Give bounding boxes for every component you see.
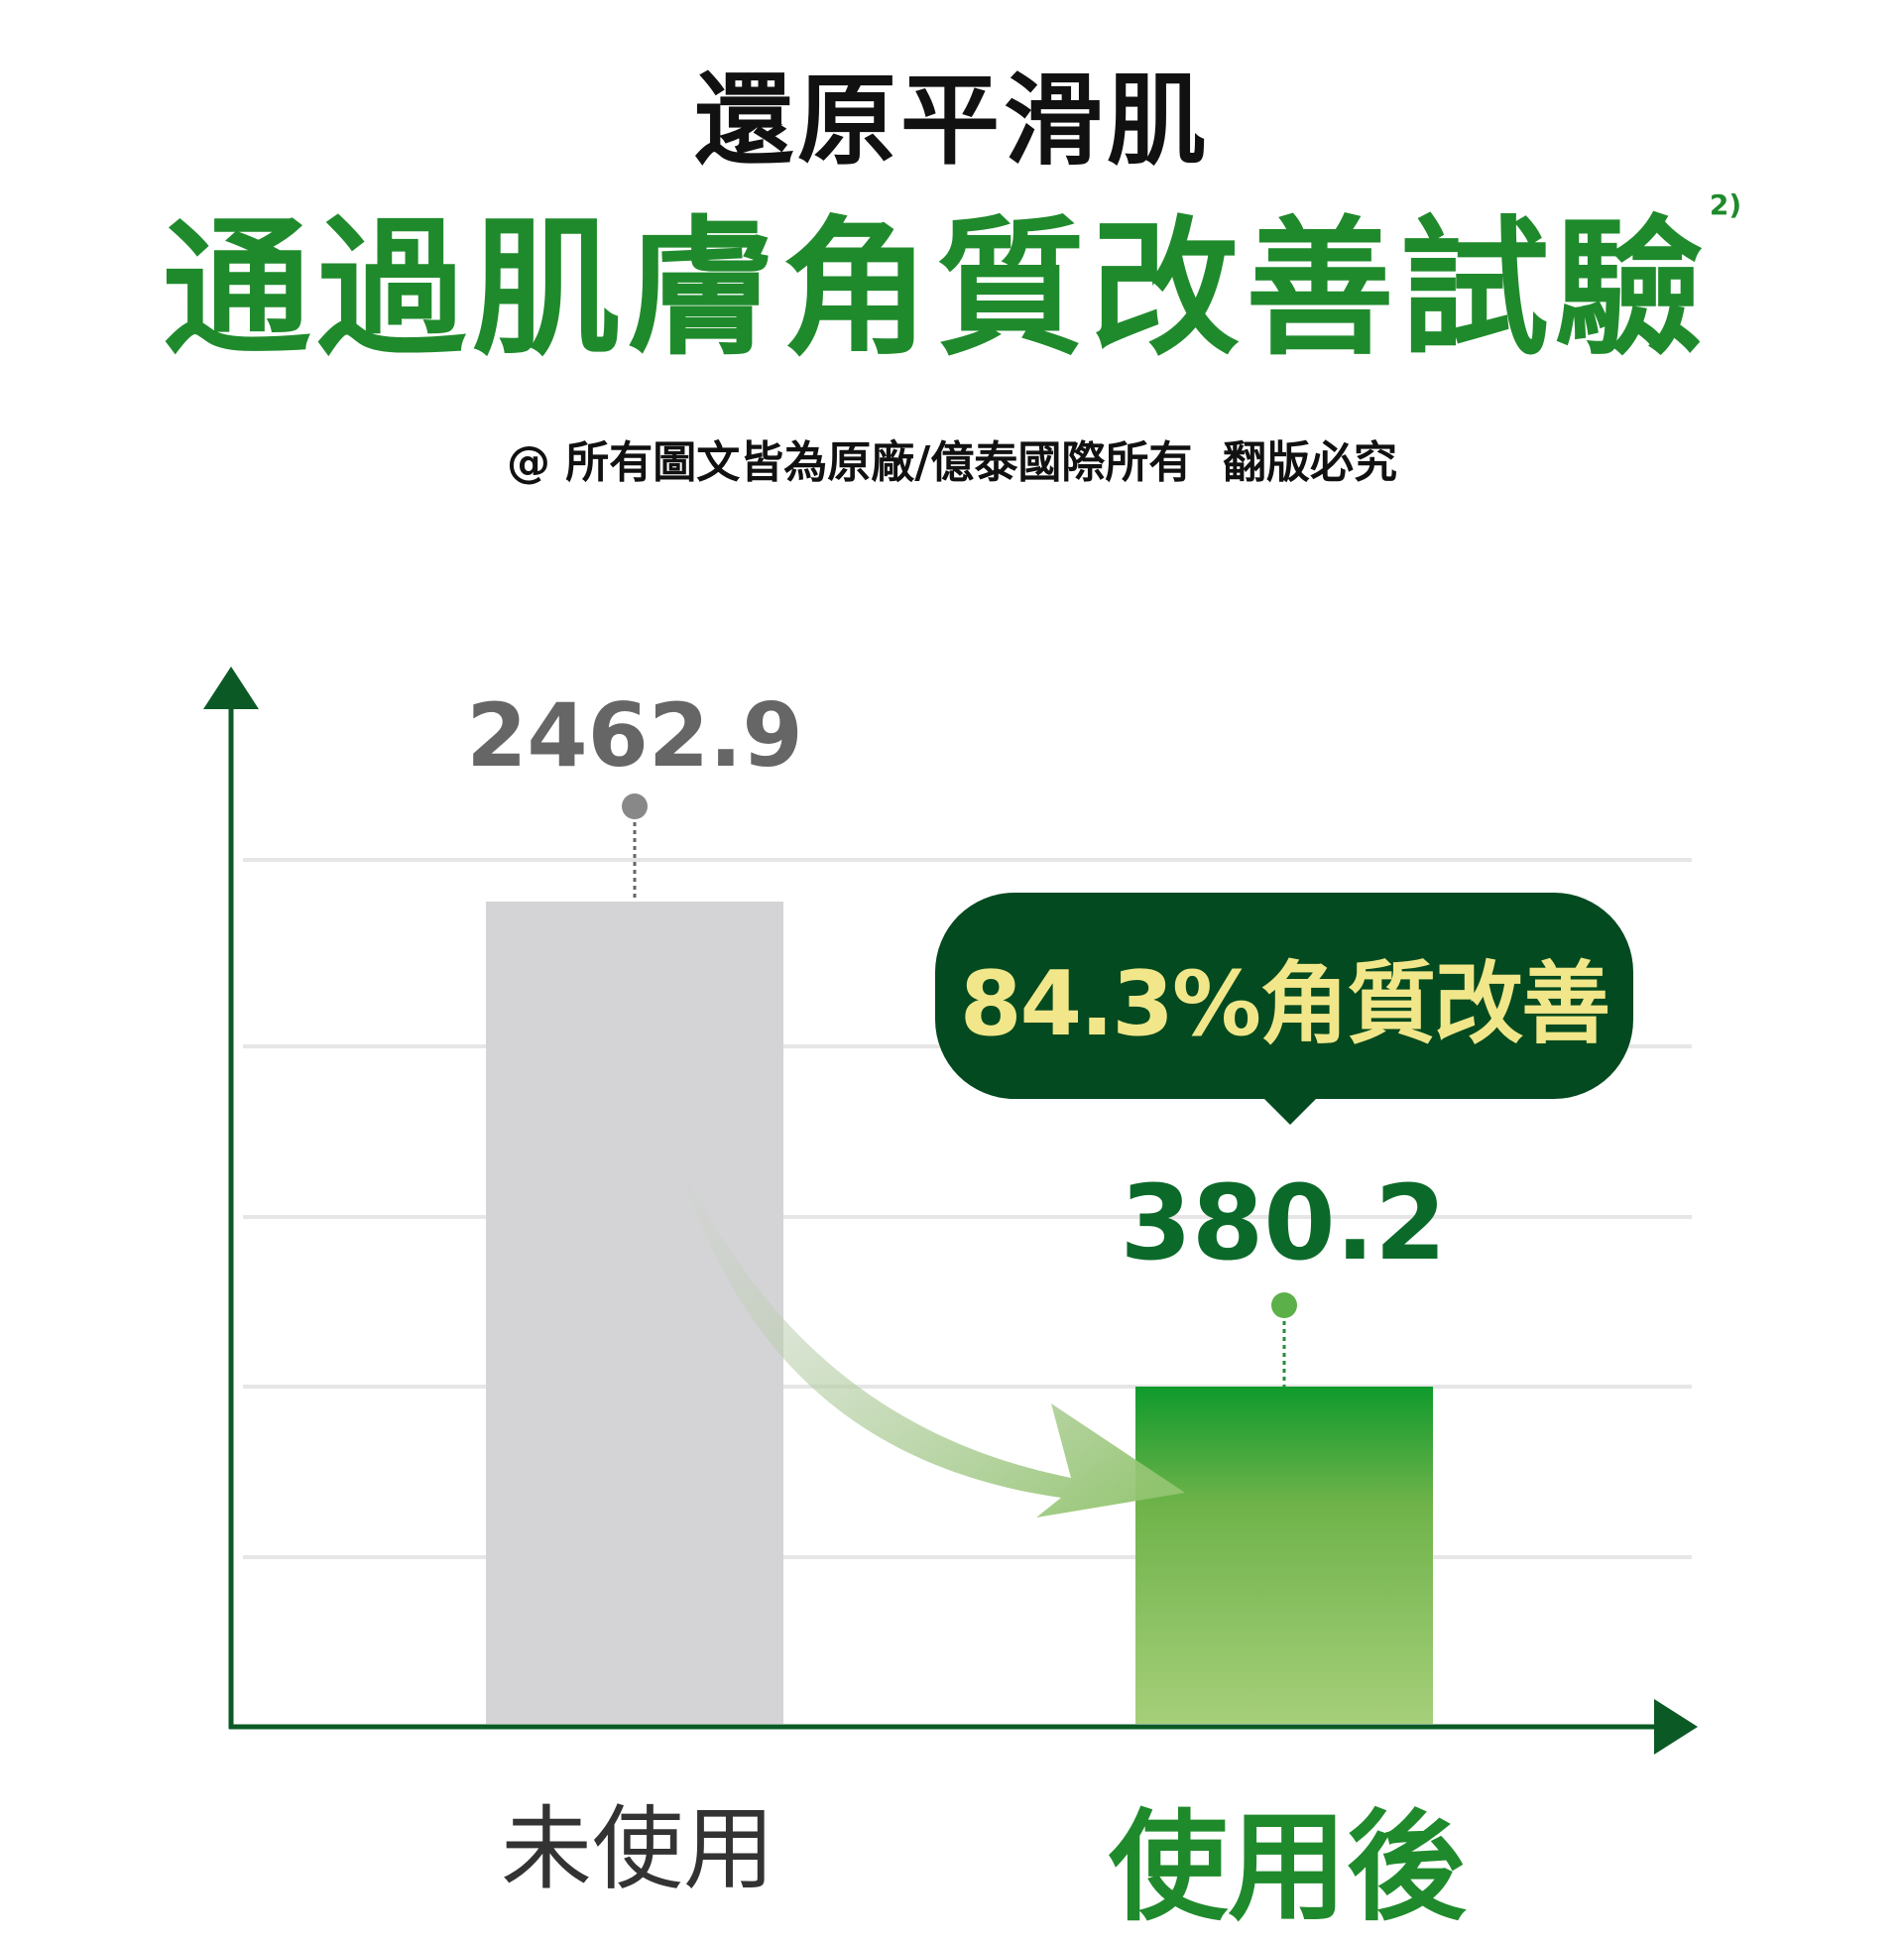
copyright-notice: @ 所有圖文皆為原廠/億泰國際所有 翻版必究 — [506, 437, 1398, 488]
bar-before — [486, 902, 783, 1724]
value-label-before: 2462.9 — [466, 684, 803, 787]
footnote-ref: 2) — [1709, 188, 1742, 221]
decrease-arrow — [674, 1151, 1185, 1518]
x-tick-label-before: 未使用 — [500, 1796, 775, 1902]
value-label-after: 380.2 — [1120, 1162, 1447, 1283]
page-subtitle: 通過肌膚角質改善試驗2) — [0, 169, 1904, 384]
x-axis-arrow-icon — [1654, 1699, 1698, 1755]
subtitle-text: 通過肌膚角質改善試驗 — [162, 203, 1710, 376]
page-title: 還原平滑肌 — [694, 62, 1210, 179]
x-tick-label-after: 使用後 — [1109, 1799, 1466, 1937]
data-point-after — [1271, 1292, 1297, 1318]
improvement-callout: 84.3%角質改善 — [935, 893, 1633, 1125]
data-point-before — [622, 793, 648, 819]
y-axis-arrow-icon — [203, 667, 259, 709]
chart — [203, 667, 1698, 1755]
bar-after — [1135, 1387, 1433, 1724]
